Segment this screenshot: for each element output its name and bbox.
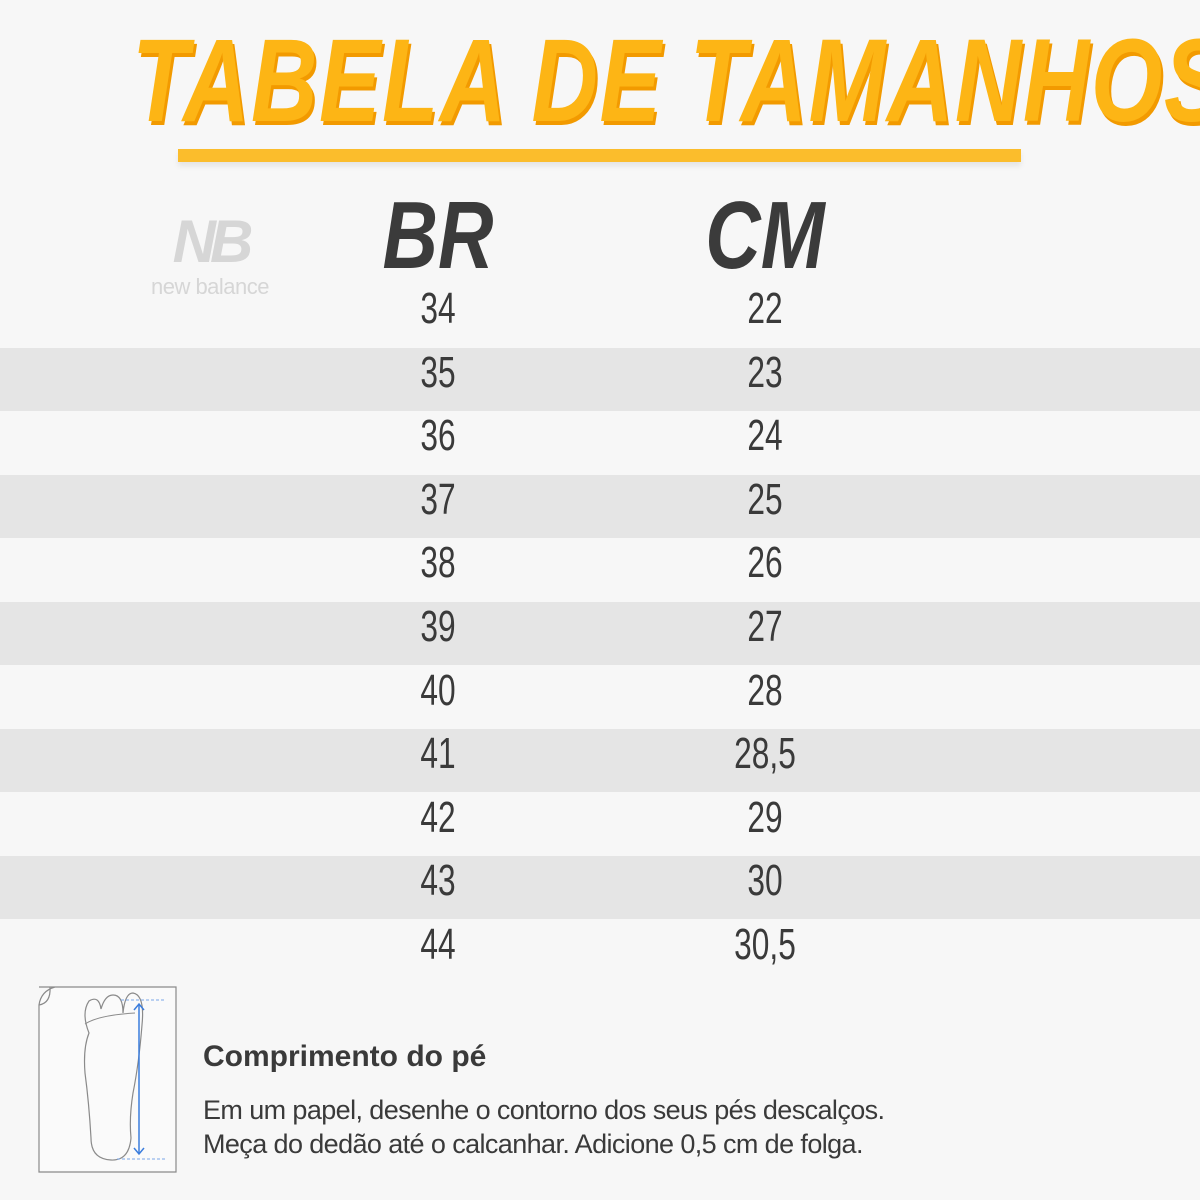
table-row: 40 28 xyxy=(0,666,1200,729)
cell-cm: 28 xyxy=(747,665,783,715)
cell-br: 40 xyxy=(420,665,456,715)
brand-name: new balance xyxy=(150,274,270,299)
cell-br: 37 xyxy=(420,474,456,524)
cell-br: 44 xyxy=(420,920,456,969)
cell-cm: 30,5 xyxy=(734,920,796,969)
header-br: BR xyxy=(382,182,494,289)
cell-br: 36 xyxy=(420,411,456,461)
table-row: 43 30 xyxy=(0,856,1200,920)
cell-br: 41 xyxy=(420,729,456,779)
foot-on-paper-measure-icon xyxy=(38,986,177,1173)
cell-cm: 26 xyxy=(747,538,783,588)
cell-cm: 24 xyxy=(747,411,783,461)
note-title: Comprimento do pé xyxy=(203,1040,487,1073)
cell-cm: 25 xyxy=(747,474,783,524)
cell-br: 34 xyxy=(420,284,456,333)
cell-cm: 27 xyxy=(747,602,783,651)
table-row: 37 25 xyxy=(0,474,1200,538)
cell-br: 38 xyxy=(420,538,456,588)
table-row: 38 26 xyxy=(0,538,1200,601)
table-row: 44 30,5 xyxy=(0,920,1200,983)
cell-cm: 30 xyxy=(747,856,783,906)
brand-monogram: NB xyxy=(172,208,254,275)
cell-cm: 22 xyxy=(747,284,783,333)
cell-cm: 28,5 xyxy=(734,729,796,779)
cell-br: 43 xyxy=(420,856,456,906)
table-row: 36 24 xyxy=(0,411,1200,474)
title-underline xyxy=(178,149,1021,162)
table-row: 39 27 xyxy=(0,602,1200,665)
table-row: 42 29 xyxy=(0,793,1200,856)
cell-br: 39 xyxy=(420,602,456,651)
cell-br: 42 xyxy=(420,792,456,842)
table-row: 41 28,5 xyxy=(0,729,1200,793)
header-cm: CM xyxy=(705,182,825,289)
page-title: TABELA DE TAMANHOS xyxy=(132,15,1200,147)
brand-logo: NB new balance xyxy=(135,212,285,300)
table-row: 34 22 xyxy=(0,284,1200,347)
note-line-1: Em um papel, desenhe o contorno dos seus… xyxy=(203,1095,885,1125)
cell-cm: 29 xyxy=(747,792,783,842)
note-line-2: Meça do dedão até o calcanhar. Adicione … xyxy=(203,1129,863,1159)
table-row: 35 23 xyxy=(0,347,1200,411)
cell-br: 35 xyxy=(420,347,456,397)
cell-cm: 23 xyxy=(747,347,783,397)
